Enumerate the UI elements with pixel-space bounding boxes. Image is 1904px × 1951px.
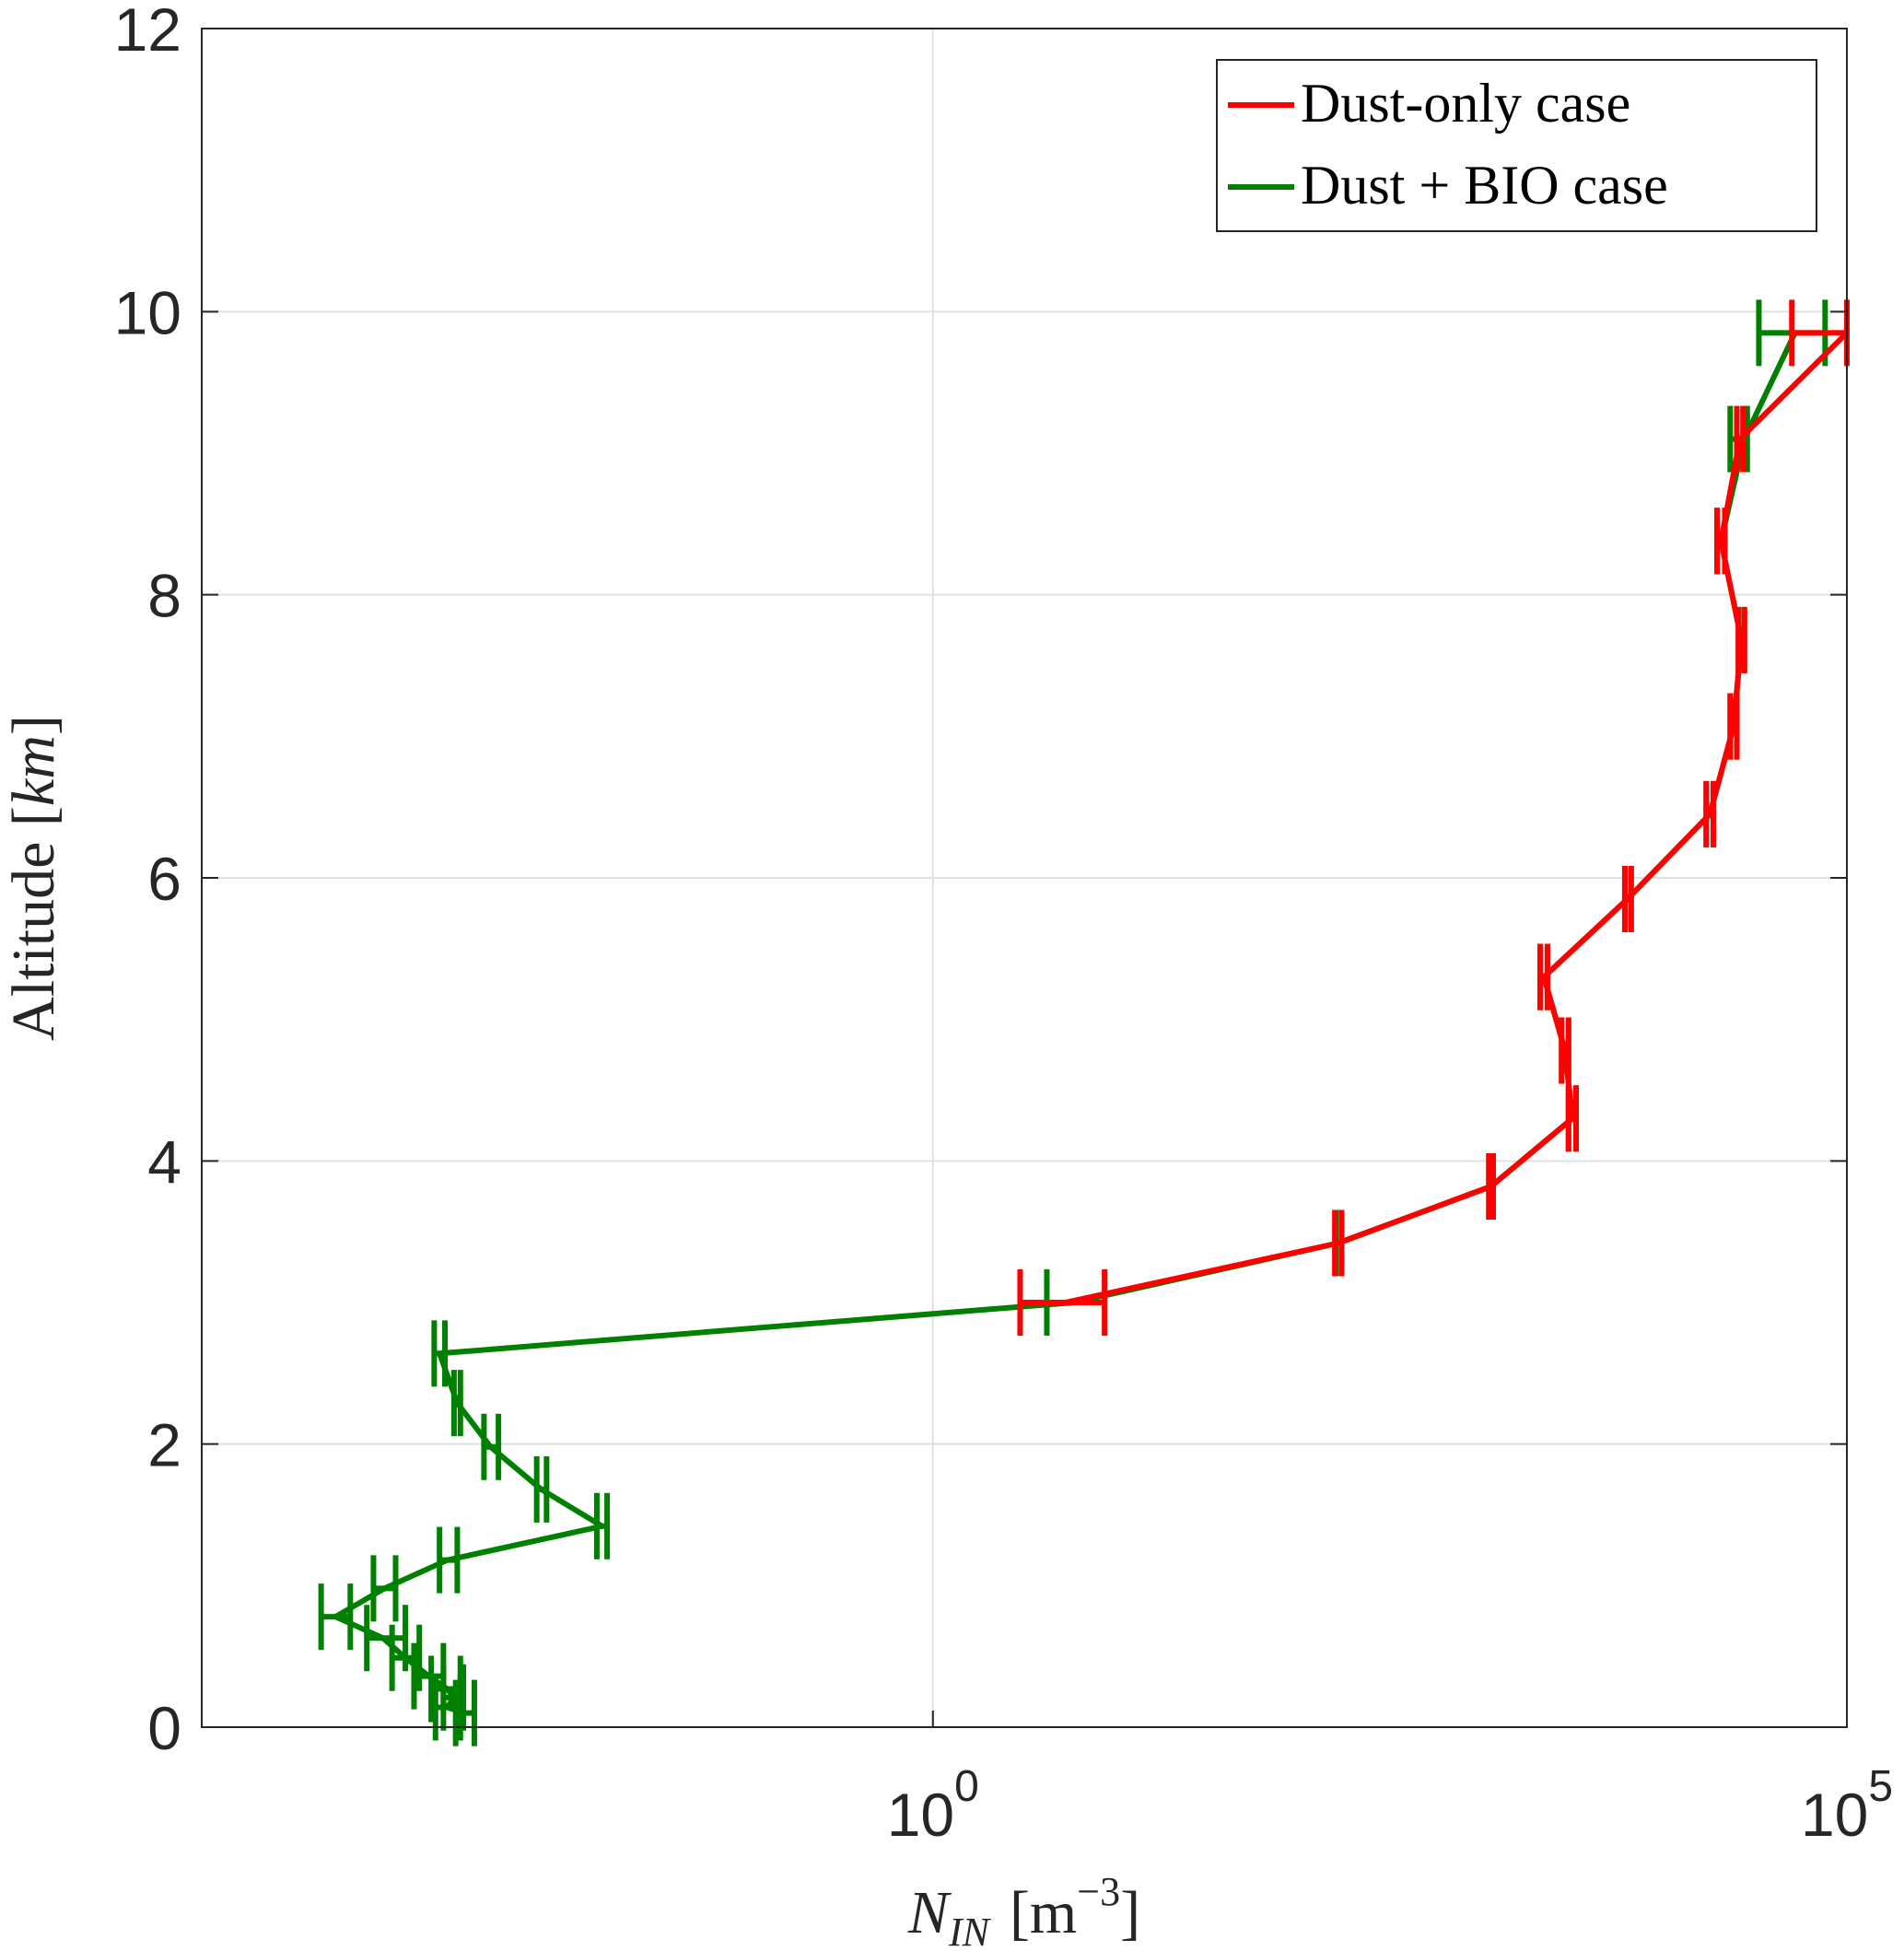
legend-box — [1216, 59, 1817, 232]
y-axis-label: Altitude [km] — [0, 715, 67, 1041]
y-tick-label: 2 — [147, 1411, 181, 1479]
x-tick-label: 105 — [1801, 1762, 1893, 1849]
y-tick-label: 0 — [147, 1694, 181, 1762]
legend: Dust-only case Dust + BIO case — [1216, 59, 1817, 232]
legend-label-dust-bio: Dust + BIO case — [1301, 155, 1668, 216]
axis-ticks: 0 2 4 6 8 10 12 100 105 — [114, 0, 1893, 1849]
x-axis-label: NIN [m−3] — [907, 1869, 1140, 1951]
series-layer — [318, 299, 1850, 1747]
y-tick-label: 12 — [114, 0, 181, 64]
y-tick-label: 4 — [147, 1127, 181, 1196]
series-dust-only-case — [1017, 299, 1850, 1336]
x-tick-label: 100 — [887, 1762, 979, 1849]
y-tick-label: 6 — [147, 845, 181, 913]
y-tick-label: 8 — [147, 562, 181, 630]
y-tick-label: 10 — [114, 278, 181, 346]
legend-label-dust-only: Dust-only case — [1301, 73, 1630, 134]
grid-lines — [202, 29, 1847, 1727]
